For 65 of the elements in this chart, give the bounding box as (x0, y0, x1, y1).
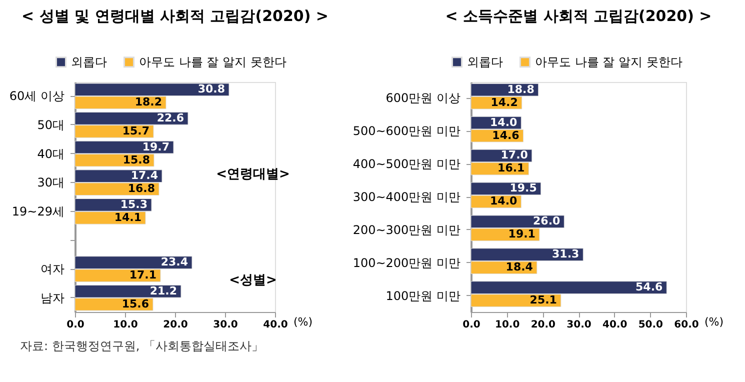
legend-label: 외롭다 (71, 55, 107, 70)
x-axis-title: (%) (704, 316, 724, 328)
data-label: 14.0 (490, 116, 518, 129)
x-tick-label: 20.0 (163, 320, 188, 330)
annotation: <연령대별> (216, 167, 290, 182)
data-label: 14.0 (490, 194, 518, 208)
data-label: 23.4 (160, 256, 188, 269)
data-label: 22.6 (156, 111, 184, 124)
y-tick-label: 19~29세 (12, 204, 64, 218)
legend-label: 아무도 나를 잘 알지 못한다 (139, 55, 286, 70)
data-label: 15.3 (120, 198, 148, 211)
data-label: 18.4 (506, 260, 534, 274)
x-tick-label: 50.0 (638, 320, 664, 330)
x-tick-label: 30.0 (566, 320, 592, 330)
y-tick-label: 여자 (40, 262, 64, 276)
data-label: 19.5 (510, 182, 537, 195)
data-label: 14.6 (492, 128, 520, 142)
y-tick-label: 30대 (37, 176, 64, 190)
y-tick-label: 50대 (37, 118, 64, 132)
x-tick-label: 0.0 (462, 320, 480, 330)
y-tick-label: 300~400만원 미만 (352, 190, 460, 204)
y-tick-label: 400~500만원 미만 (352, 157, 460, 172)
data-label: 21.2 (150, 284, 177, 298)
data-label: 14.2 (490, 96, 518, 109)
data-label: 17.4 (130, 169, 158, 182)
data-label: 18.8 (507, 82, 534, 96)
y-tick-label: 200~300만원 미만 (352, 222, 460, 237)
data-label: 17.1 (129, 268, 156, 282)
annotation: <성별> (229, 272, 277, 288)
y-tick-label: 남자 (40, 290, 64, 305)
x-tick-label: 40.0 (263, 320, 288, 330)
data-label: 14.1 (114, 210, 142, 224)
data-label: 26.0 (533, 214, 561, 228)
data-label: 31.3 (552, 248, 580, 261)
data-label: 15.8 (122, 153, 150, 166)
legend-label: 외롭다 (467, 55, 503, 70)
x-tick-label: 20.0 (530, 320, 556, 330)
chart-title: < 소득수준별 사회적 고립감(2020) > (445, 7, 712, 25)
data-label: 16.1 (498, 162, 525, 175)
data-label: 19.7 (142, 140, 170, 154)
y-tick-label: 40대 (37, 146, 64, 161)
y-tick-label: 600만원 이상 (386, 91, 460, 106)
x-tick-label: 30.0 (213, 320, 238, 330)
x-tick-label: 10.0 (494, 320, 520, 330)
data-label: 17.0 (500, 148, 528, 162)
legend-label: 아무도 나를 잘 알지 못한다 (535, 55, 682, 70)
data-label: 15.7 (122, 124, 150, 138)
data-label: 15.6 (122, 297, 150, 310)
y-tick-label: 60세 이상 (9, 89, 64, 104)
x-tick-label: 40.0 (602, 320, 628, 330)
data-label: 18.2 (134, 96, 162, 109)
data-label: 54.6 (636, 280, 663, 294)
x-axis-title: (%) (294, 316, 313, 328)
data-label: 16.8 (128, 182, 155, 196)
x-tick-label: 0.0 (66, 320, 84, 330)
y-tick-label: 100~200만원 미만 (352, 256, 460, 270)
x-tick-label: 60.0 (674, 320, 699, 330)
chart-title: < 성별 및 연령대별 사회적 고립감(2020) > (22, 7, 328, 25)
y-tick-label: 100만원 미만 (386, 288, 460, 303)
data-label: 30.8 (198, 82, 225, 96)
text: 자료: 한국행정연구원, 「사회통합실태조사」 (20, 339, 264, 353)
x-tick-label: 10.0 (113, 320, 138, 330)
y-tick-label: 500~600만원 미만 (352, 124, 460, 138)
data-label: 19.1 (508, 228, 536, 241)
data-label: 25.1 (530, 294, 557, 307)
